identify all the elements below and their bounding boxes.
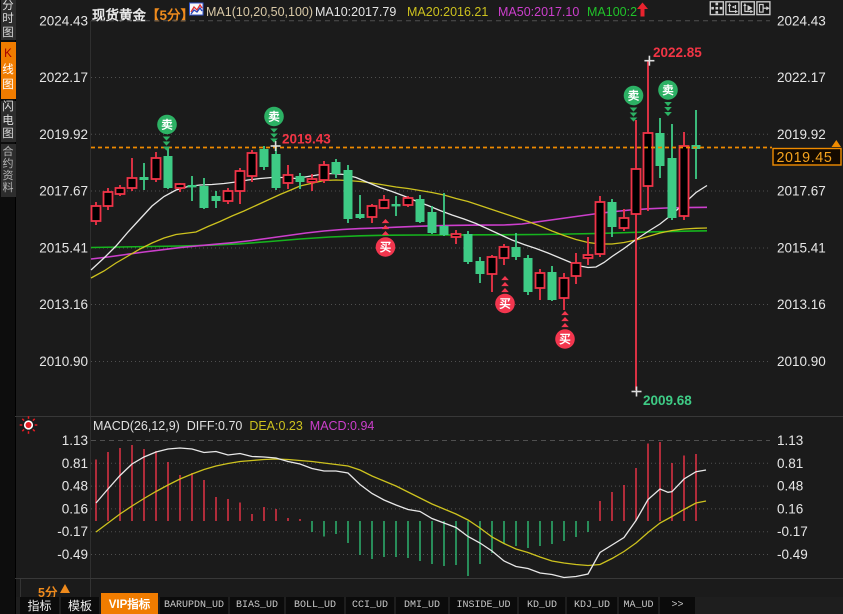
svg-text:2015.41: 2015.41 [39, 241, 88, 256]
svg-text:2022.17: 2022.17 [39, 70, 88, 85]
svg-text:卖: 卖 [628, 89, 640, 103]
svg-text:2019.43: 2019.43 [282, 132, 331, 147]
svg-text:2024.43: 2024.43 [39, 13, 88, 28]
svg-text:2009.68: 2009.68 [643, 393, 692, 408]
svg-text:买: 买 [380, 241, 392, 254]
svg-text:2013.16: 2013.16 [777, 297, 826, 312]
svg-text:卖: 卖 [662, 83, 674, 97]
svg-text:0.81: 0.81 [777, 456, 803, 471]
svg-text:卖: 卖 [161, 118, 173, 132]
svg-text:2015.41: 2015.41 [777, 241, 826, 256]
svg-text:-0.49: -0.49 [57, 547, 88, 562]
svg-text:2010.90: 2010.90 [777, 354, 826, 369]
svg-text:买: 买 [499, 298, 511, 311]
svg-text:1.13: 1.13 [777, 433, 803, 448]
svg-text:0.48: 0.48 [62, 479, 88, 494]
svg-text:-0.17: -0.17 [57, 524, 88, 539]
svg-text:买: 买 [559, 333, 571, 346]
svg-text:-0.17: -0.17 [777, 524, 808, 539]
svg-text:卖: 卖 [268, 110, 280, 124]
svg-text:0.16: 0.16 [777, 501, 803, 516]
svg-text:0.48: 0.48 [777, 479, 803, 494]
svg-text:2017.67: 2017.67 [777, 184, 826, 199]
svg-text:2024.43: 2024.43 [777, 13, 826, 28]
svg-text:2017.67: 2017.67 [39, 184, 88, 199]
svg-text:2022.85: 2022.85 [653, 45, 702, 60]
svg-text:-0.49: -0.49 [777, 547, 808, 562]
svg-text:2019.92: 2019.92 [39, 127, 88, 142]
svg-text:1.13: 1.13 [62, 433, 88, 448]
svg-text:2019.92: 2019.92 [777, 127, 826, 142]
svg-text:2010.90: 2010.90 [39, 354, 88, 369]
svg-text:2013.16: 2013.16 [39, 297, 88, 312]
svg-text:0.16: 0.16 [62, 501, 88, 516]
svg-text:0.81: 0.81 [62, 456, 88, 471]
svg-text:2022.17: 2022.17 [777, 70, 826, 85]
svg-text:2019.45: 2019.45 [777, 150, 833, 166]
